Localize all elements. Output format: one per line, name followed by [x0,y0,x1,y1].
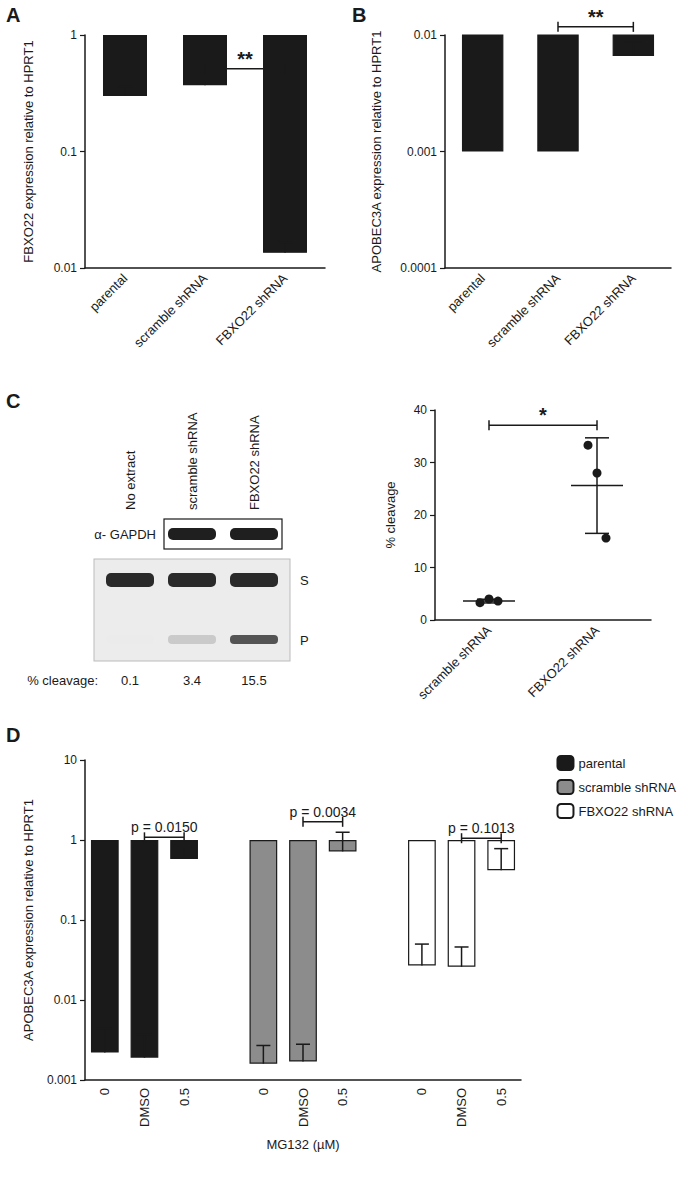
svg-text:0.5: 0.5 [494,1088,509,1106]
svg-text:parental: parental [444,271,488,315]
svg-text:3.4: 3.4 [183,673,201,688]
svg-text:0: 0 [414,1088,429,1095]
html-text:C: C [6,390,21,412]
svg-text:10: 10 [64,753,78,767]
svg-text:DMSO: DMSO [454,1088,469,1127]
svg-text:0.01: 0.01 [414,28,438,42]
svg-text:% cleavage:: % cleavage: [27,673,98,688]
svg-text:scramble shRNA: scramble shRNA [131,270,211,350]
svg-text:15.5: 15.5 [241,673,266,688]
svg-text:0.001: 0.001 [407,145,437,159]
svg-text:FBXO22 shRNA: FBXO22 shRNA [561,270,639,348]
svg-text:*: * [539,404,547,426]
svg-text:20: 20 [414,508,428,522]
html-text:D: D [6,724,21,746]
svg-text:0.1: 0.1 [60,145,77,159]
svg-text:APOBEC3A expression relative t: APOBEC3A expression relative to HPRT1 [21,799,36,1041]
svg-text:P: P [300,633,309,648]
svg-text:0: 0 [420,613,427,627]
svg-text:1: 1 [70,28,77,42]
svg-text:scramble shRNA: scramble shRNA [415,622,495,702]
svg-text:40: 40 [414,403,428,417]
svg-text:0.1: 0.1 [60,913,77,927]
svg-text:APOBEC3A expression relative t: APOBEC3A expression relative to HPRT1 [369,31,384,273]
svg-text:p = 0.0150: p = 0.0150 [131,819,198,835]
svg-text:DMSO: DMSO [137,1088,152,1127]
svg-text:0.01: 0.01 [54,261,78,275]
svg-text:FBXO22 expression relative to: FBXO22 expression relative to HPRT1 [21,40,36,262]
html-text:A: A [6,4,21,26]
svg-text:0: 0 [256,1088,271,1095]
svg-text:% cleavage: % cleavage [383,481,398,548]
svg-text:scramble shRNA: scramble shRNA [185,412,200,510]
html-text:B: B [352,4,367,26]
svg-text:0.001: 0.001 [47,1073,77,1087]
svg-text:p = 0.1013: p = 0.1013 [448,820,515,836]
svg-text:DMSO: DMSO [296,1088,311,1127]
svg-text:FBXO22 shRNA: FBXO22 shRNA [213,270,291,348]
svg-text:MG132 (µM): MG132 (µM) [266,1137,339,1152]
svg-text:10: 10 [414,561,428,575]
svg-text:0: 0 [97,1088,112,1095]
svg-text:1: 1 [70,833,77,847]
svg-text:0.5: 0.5 [177,1088,192,1106]
svg-text:**: ** [237,48,253,70]
svg-text:S: S [300,573,309,588]
svg-text:parental: parental [87,271,131,315]
svg-text:FBXO22 shRNA: FBXO22 shRNA [578,804,673,819]
svg-text:0.0001: 0.0001 [400,261,437,275]
svg-text:parental: parental [578,756,625,771]
svg-text:30: 30 [414,456,428,470]
svg-text:No extract: No extract [123,450,138,510]
svg-text:scramble shRNA: scramble shRNA [578,780,676,795]
svg-text:FBXO22 shRNA: FBXO22 shRNA [525,622,603,700]
svg-text:0.5: 0.5 [335,1088,350,1106]
svg-text:scramble shRNA: scramble shRNA [484,270,564,350]
svg-text:α- GAPDH: α- GAPDH [94,527,156,542]
svg-text:p = 0.0034: p = 0.0034 [290,804,357,820]
svg-text:0.1: 0.1 [121,673,139,688]
svg-text:0.01: 0.01 [54,993,78,1007]
svg-text:FBXO22 shRNA: FBXO22 shRNA [247,415,262,510]
svg-text:**: ** [588,6,604,28]
